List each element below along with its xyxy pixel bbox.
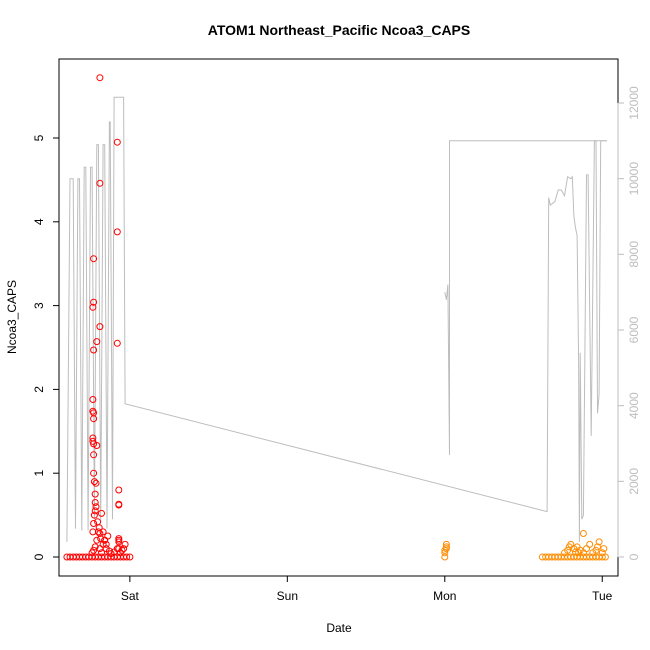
- data-point: [586, 540, 594, 548]
- data-point: [98, 549, 105, 557]
- y2-tick-label: 8000: [627, 241, 641, 268]
- data-point: [90, 546, 98, 554]
- data-point: [575, 549, 583, 557]
- line-series-layer: [66, 96, 607, 542]
- data-point: [92, 503, 100, 511]
- data-point: [92, 479, 100, 487]
- x-tick-label: Mon: [433, 589, 456, 603]
- data-point: [583, 545, 590, 553]
- data-point: [102, 540, 110, 548]
- y-tick-label: 3: [32, 302, 46, 309]
- data-point: [89, 437, 97, 445]
- y-axis: 0 1 2 3 4 5: [32, 134, 60, 560]
- x-axis: Sat Sun Mon Tue: [121, 575, 613, 603]
- data-point: [126, 553, 134, 561]
- data-point: [90, 511, 98, 519]
- data-point: [113, 339, 121, 347]
- data-point: [594, 543, 601, 551]
- data-point: [96, 179, 104, 187]
- data-point: [89, 396, 97, 403]
- y-tick-label: 1: [32, 470, 46, 477]
- plot-frame: [58, 58, 619, 577]
- y-tick-label: 5: [32, 134, 46, 141]
- data-point: [123, 553, 131, 561]
- data-point: [93, 442, 101, 449]
- data-point: [598, 549, 606, 557]
- data-point: [600, 545, 608, 553]
- data-point: [98, 509, 105, 517]
- data-point: [90, 469, 98, 477]
- data-point: [115, 486, 123, 494]
- chart-title: ATOM1 Northeast_Pacific Ncoa3_CAPS: [208, 22, 470, 38]
- data-point: [91, 543, 99, 551]
- data-point: [442, 540, 450, 548]
- y-tick-label: 2: [32, 386, 46, 393]
- y-tick-label: 0: [32, 553, 46, 560]
- data-point: [592, 546, 600, 554]
- data-point: [91, 490, 99, 498]
- y-axis-label: Ncoa3_CAPS: [5, 280, 19, 354]
- data-point: [96, 323, 104, 331]
- x-tick-label: Sat: [121, 589, 140, 603]
- data-point: [90, 255, 98, 263]
- data-point: [97, 535, 105, 543]
- data-point: [564, 546, 572, 554]
- data-point: [115, 545, 123, 553]
- x-axis-label: Date: [326, 621, 352, 635]
- data-point: [120, 545, 128, 553]
- y2-tick-label: 2000: [627, 468, 641, 495]
- data-point: [90, 298, 98, 306]
- y2-tick-label: 12000: [627, 86, 641, 120]
- data-point: [90, 451, 98, 459]
- data-point: [91, 499, 99, 506]
- data-point: [89, 303, 97, 311]
- depth-line-segment: [444, 140, 607, 455]
- data-point: [89, 407, 97, 415]
- y2-tick-label: 6000: [627, 316, 641, 343]
- data-point: [113, 138, 121, 146]
- y-tick-label: 4: [32, 218, 46, 225]
- data-point: [121, 540, 129, 548]
- data-point: [93, 536, 101, 544]
- data-point: [89, 434, 97, 442]
- y2-tick-label: 4000: [627, 392, 641, 419]
- data-point: [93, 338, 101, 346]
- data-point: [91, 507, 99, 515]
- data-point: [90, 520, 98, 527]
- data-point: [115, 500, 123, 508]
- data-point: [442, 543, 450, 551]
- points-layer: [63, 74, 609, 561]
- data-point: [115, 535, 123, 543]
- data-point: [96, 74, 104, 82]
- data-point: [595, 538, 603, 546]
- y2-axis: 0 2000 4000 6000 8000 10000 12000: [617, 86, 641, 560]
- data-point: [101, 536, 109, 544]
- data-point: [89, 528, 97, 536]
- data-point: [113, 228, 121, 236]
- data-point: [90, 346, 98, 354]
- data-point: [579, 530, 587, 537]
- data-point: [441, 553, 449, 561]
- data-point: [90, 478, 98, 486]
- data-point: [99, 528, 107, 536]
- y2-tick-label: 10000: [627, 162, 641, 196]
- data-point: [115, 538, 123, 546]
- y2-tick-label: 0: [627, 553, 641, 560]
- data-point: [598, 553, 606, 561]
- x-tick-label: Tue: [592, 589, 613, 603]
- depth-line: [66, 96, 607, 542]
- x-tick-label: Sun: [277, 589, 298, 603]
